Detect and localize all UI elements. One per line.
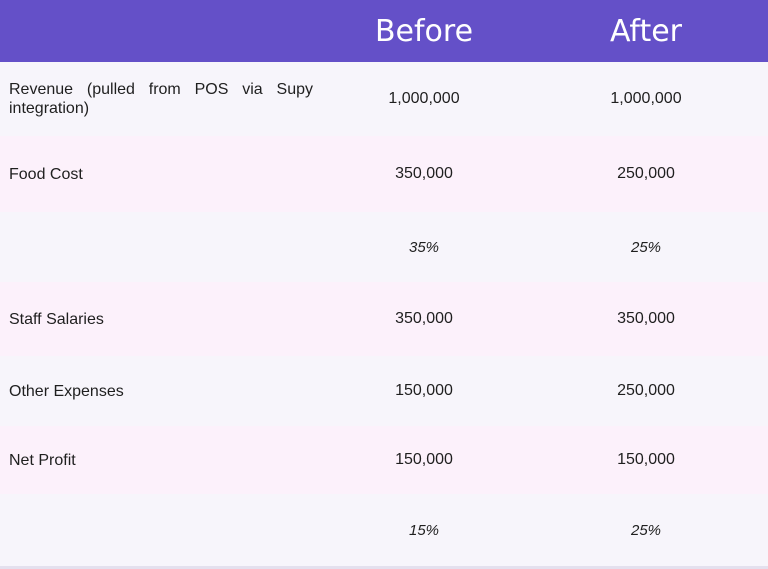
header-before: Before <box>374 14 474 49</box>
table-row-net-profit: Net Profit 150,000 150,000 <box>0 426 768 494</box>
table-row-staff-salaries: Staff Salaries 350,000 350,000 <box>0 282 768 356</box>
after-percent: 25% <box>630 521 662 539</box>
after-value: 150,000 <box>617 451 675 468</box>
header-after: After <box>609 14 683 49</box>
row-label <box>9 212 313 282</box>
row-label: Revenue (pulled from POS via Supy integr… <box>9 62 313 136</box>
row-label-text: Staff Salaries <box>9 310 104 328</box>
table-row-food-cost-percent: 35% 25% <box>0 212 768 282</box>
row-label-text: Net Profit <box>9 451 76 469</box>
after-value: 1,000,000 <box>610 90 682 107</box>
before-value: 1,000,000 <box>388 90 460 107</box>
after-value: 250,000 <box>617 165 675 182</box>
after-percent: 25% <box>630 238 662 256</box>
table-header: Before After <box>0 0 768 62</box>
row-label: Staff Salaries <box>9 282 313 356</box>
table-row-other-expenses: Other Expenses 150,000 250,000 <box>0 356 768 426</box>
row-label-text: Food Cost <box>9 165 83 183</box>
before-percent: 15% <box>408 521 440 539</box>
header-label-column <box>0 0 314 62</box>
table-bottom-border <box>0 566 768 569</box>
table-row-net-profit-percent: 15% 25% <box>0 494 768 566</box>
row-label-text: Other Expenses <box>9 382 124 400</box>
row-label-text: Revenue (pulled from POS via Supy integr… <box>9 81 313 117</box>
before-value: 150,000 <box>395 451 453 468</box>
row-label: Net Profit <box>9 426 313 494</box>
before-value: 350,000 <box>395 310 453 327</box>
before-value: 350,000 <box>395 165 453 182</box>
row-label: Food Cost <box>9 136 313 212</box>
before-value: 150,000 <box>395 382 453 399</box>
table-row-revenue: Revenue (pulled from POS via Supy integr… <box>0 62 768 136</box>
row-label <box>9 494 313 566</box>
row-label: Other Expenses <box>9 356 313 426</box>
after-value: 350,000 <box>617 310 675 327</box>
after-value: 250,000 <box>617 382 675 399</box>
table-row-food-cost: Food Cost 350,000 250,000 <box>0 136 768 212</box>
before-percent: 35% <box>408 238 440 256</box>
